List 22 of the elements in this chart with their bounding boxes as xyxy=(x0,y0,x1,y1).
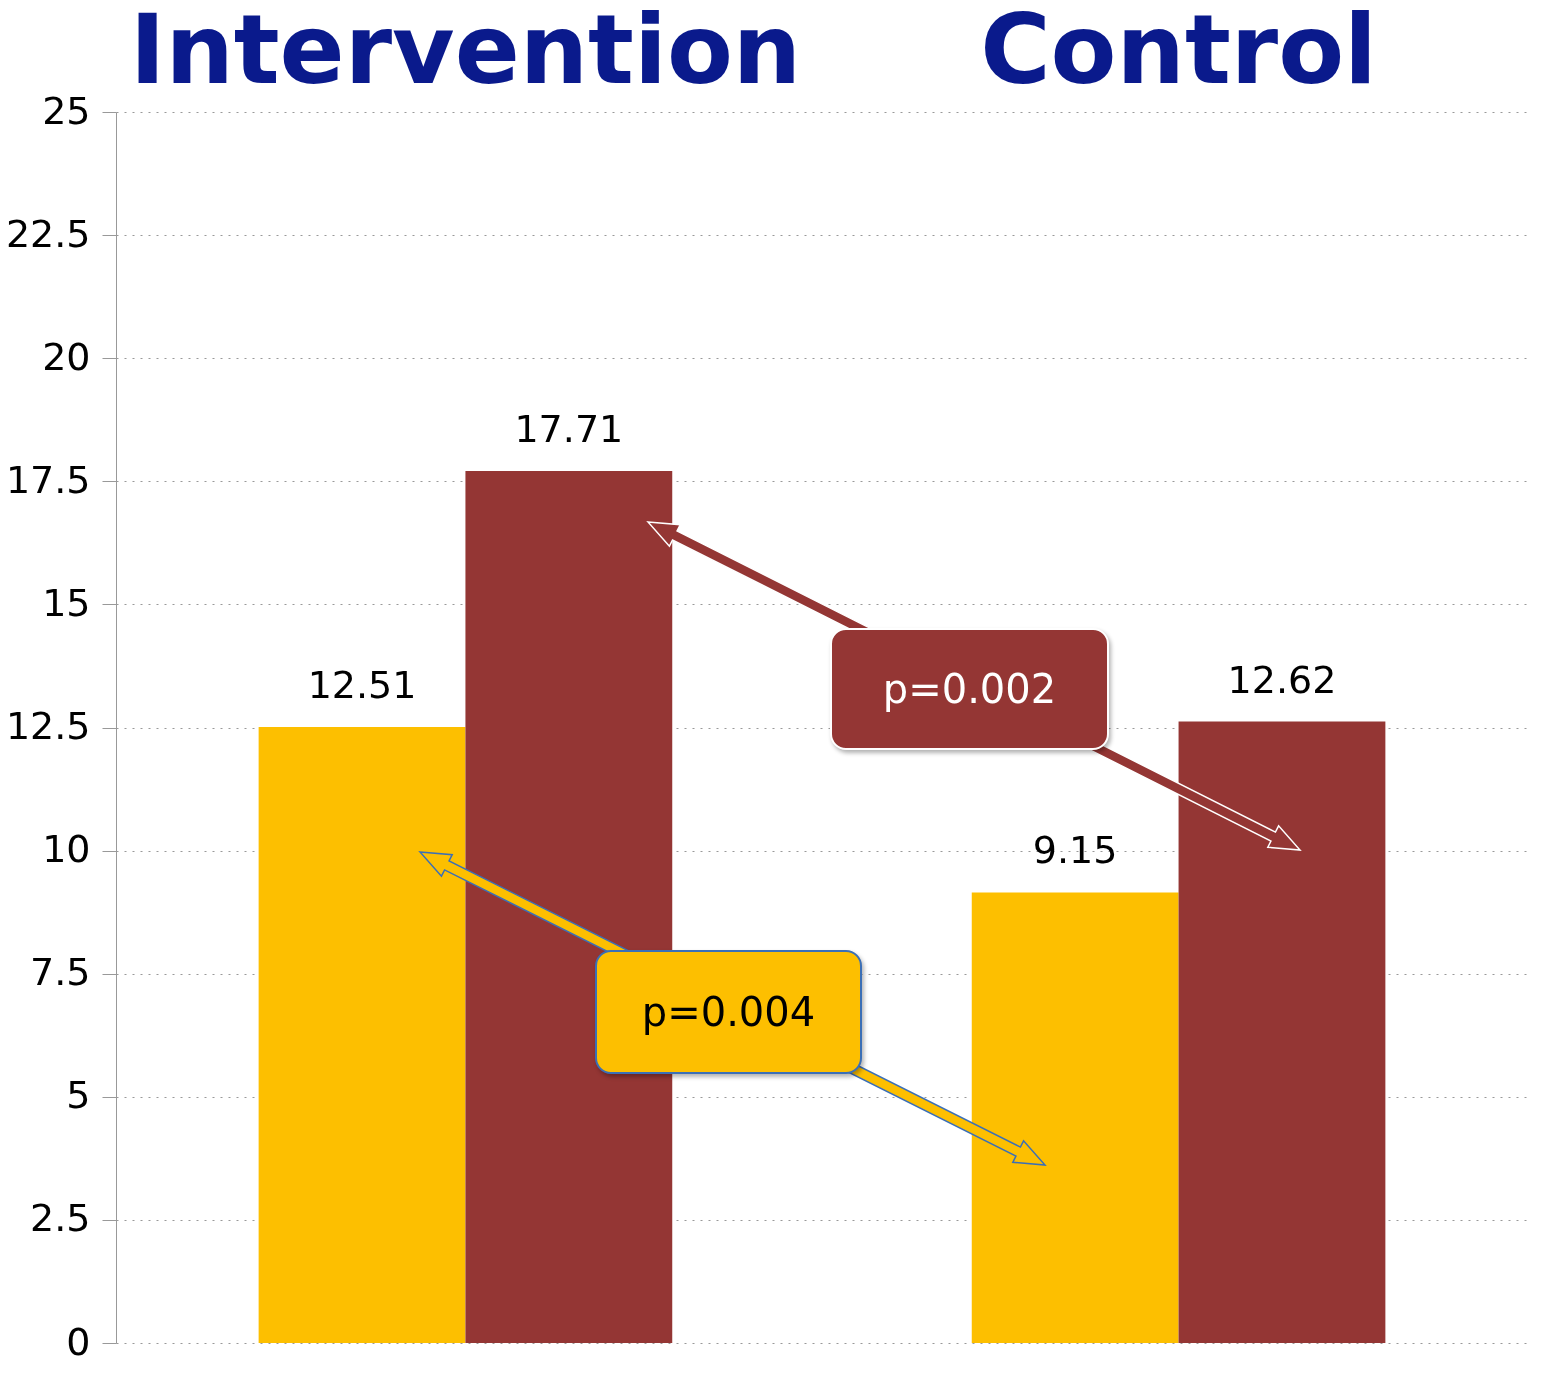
y-tick-label: 12.5 xyxy=(5,704,91,748)
y-tick-label: 2.5 xyxy=(30,1196,91,1241)
annotation: p=0.004 xyxy=(595,950,862,1074)
annotation: p=0.002 xyxy=(830,628,1109,750)
data-label: 9.15 xyxy=(1032,828,1118,873)
data-label: 12.62 xyxy=(1227,657,1337,702)
data-label: 12.51 xyxy=(307,663,417,708)
bar xyxy=(971,892,1179,1343)
y-tick-label: 10 xyxy=(42,827,91,872)
x-tick-label: Control xyxy=(980,0,1377,106)
y-tick-label: 20 xyxy=(42,334,91,379)
y-tick-label: 0 xyxy=(66,1319,91,1364)
y-tick-label: 15 xyxy=(42,580,91,625)
x-tick-label: Intervention xyxy=(129,0,802,106)
y-tick-label: 22.5 xyxy=(5,211,91,256)
y-tick-label: 17.5 xyxy=(5,457,91,502)
y-tick-label: 5 xyxy=(66,1073,91,1118)
data-label: 17.71 xyxy=(514,406,624,451)
bar xyxy=(1178,721,1386,1343)
bar xyxy=(258,727,466,1343)
y-tick-label: 25 xyxy=(42,88,91,133)
y-tick-label: 7.5 xyxy=(30,950,91,995)
